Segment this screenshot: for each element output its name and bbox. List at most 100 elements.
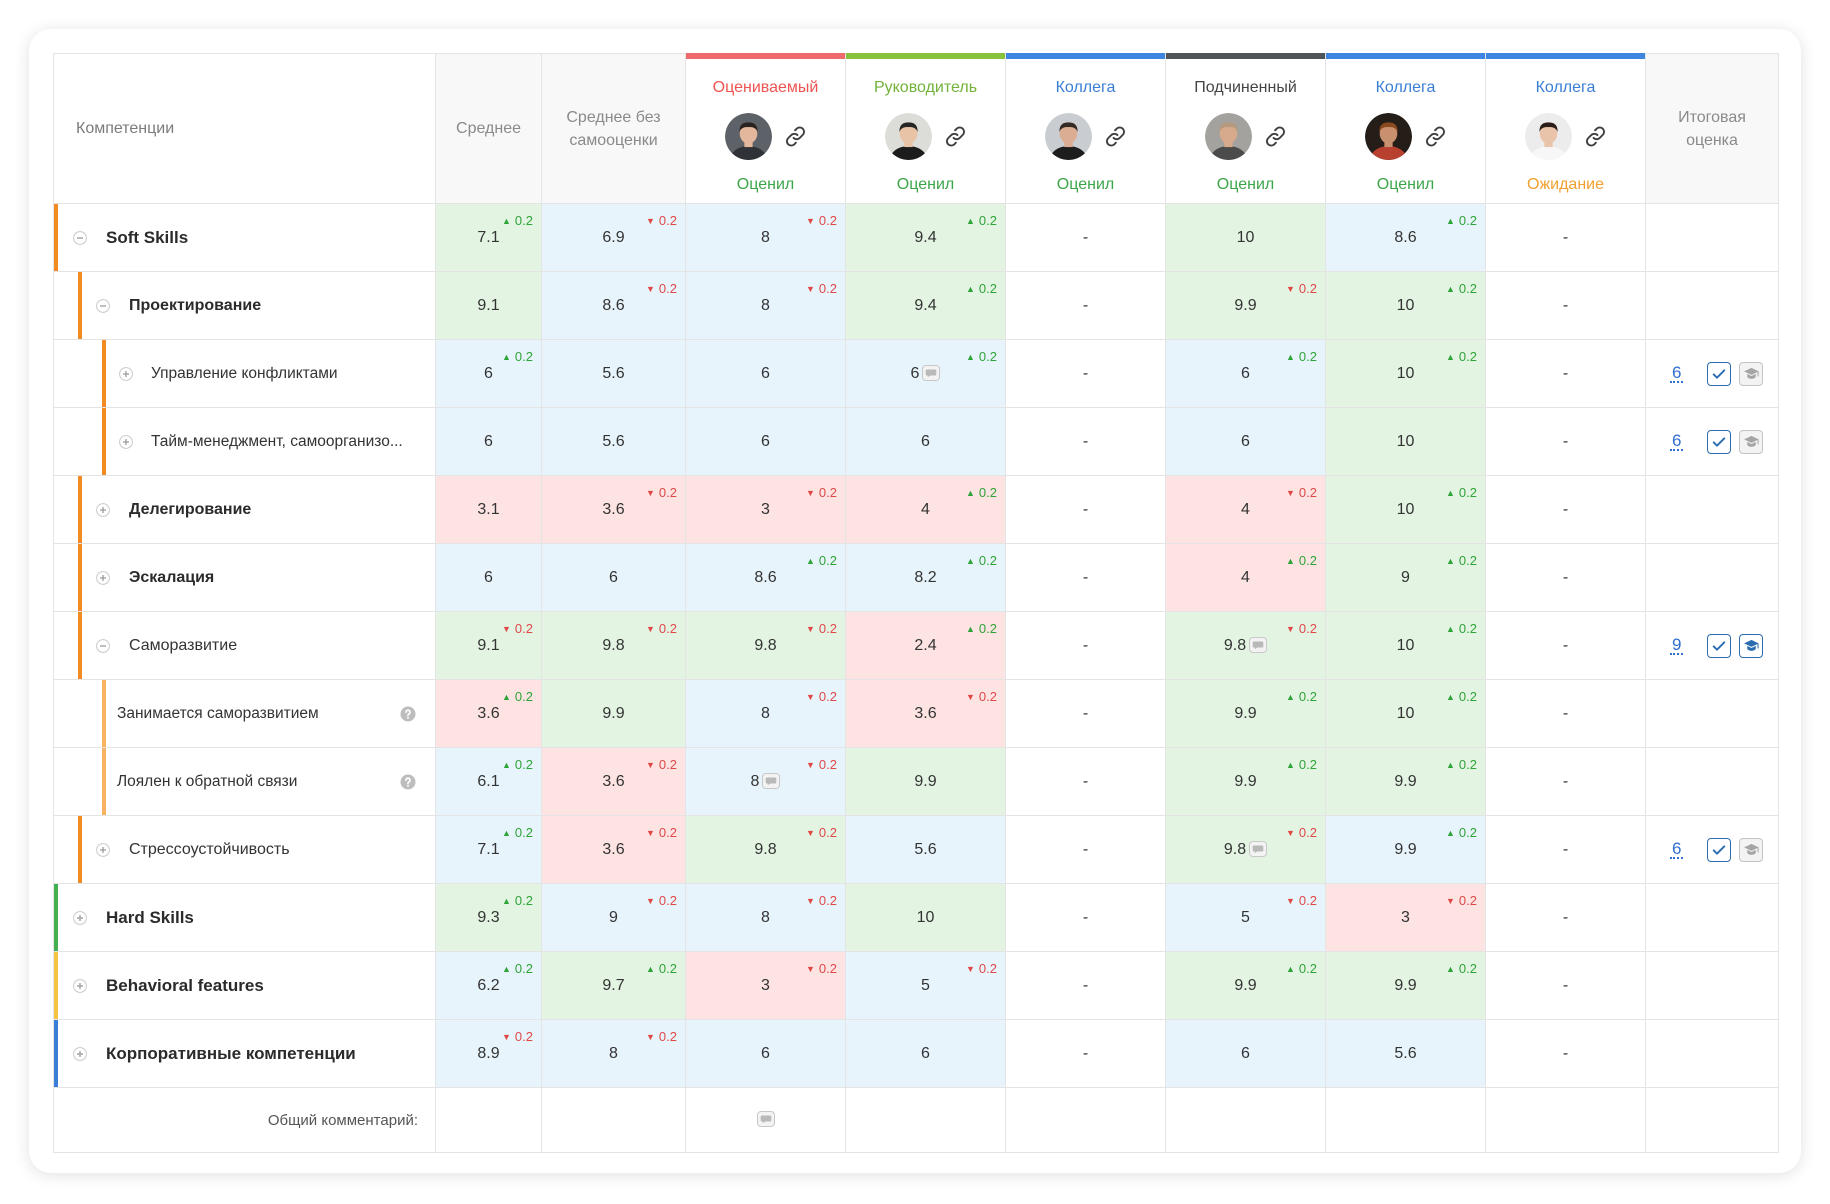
- competency-label[interactable]: Саморазвитие: [129, 636, 238, 654]
- competency-name-cell: Управление конфликтами: [53, 339, 436, 408]
- score-cell-content: 3.1: [436, 476, 541, 543]
- competency-label[interactable]: Тайм-менеджмент, самоорганизо...: [151, 432, 403, 450]
- copy-link-icon[interactable]: [1264, 125, 1287, 148]
- competency-label[interactable]: Проектирование: [129, 296, 262, 314]
- delta-up-icon: ▲: [502, 692, 511, 702]
- expand-toggle-icon[interactable]: [73, 1046, 87, 1061]
- competency-label[interactable]: Делегирование: [129, 500, 252, 518]
- final-score-cell: [1645, 475, 1779, 544]
- final-score-link[interactable]: 6: [1670, 363, 1684, 383]
- delta-badge: ▲ 0.2: [1286, 758, 1317, 772]
- training-graduation-button[interactable]: [1739, 429, 1764, 454]
- delta-value: 0.2: [978, 553, 997, 568]
- training-graduation-button[interactable]: [1739, 361, 1764, 386]
- evaluator-role-label: Подчиненный: [1194, 79, 1297, 96]
- copy-link-icon[interactable]: [1424, 125, 1447, 148]
- score-cell: 8 ▼ 0.2: [685, 271, 846, 340]
- final-score-link[interactable]: 9: [1670, 635, 1684, 655]
- score-cell: 8.6 ▼ 0.2: [541, 271, 686, 340]
- final-score-link[interactable]: 6: [1670, 839, 1684, 859]
- expand-toggle-icon[interactable]: [96, 570, 110, 585]
- score-cell-content: 6: [436, 544, 541, 611]
- competency-label[interactable]: Лоялен к обратной связи: [117, 772, 298, 790]
- comment-icon[interactable]: [756, 1111, 775, 1127]
- comment-icon[interactable]: [762, 772, 781, 789]
- expand-toggle-icon[interactable]: [73, 978, 87, 993]
- evaluator-avatar-row: [1006, 113, 1165, 160]
- score-cell: -: [1485, 543, 1646, 612]
- score-value: 6: [1241, 364, 1250, 382]
- approve-check-button[interactable]: [1707, 837, 1732, 862]
- delta-value: 0.2: [1458, 689, 1477, 704]
- delta-value: 0.2: [1298, 689, 1317, 704]
- expand-toggle-icon[interactable]: [96, 502, 110, 517]
- delta-value: 0.2: [978, 961, 997, 976]
- delta-badge: ▼ 0.2: [806, 758, 837, 772]
- comment-icon[interactable]: [1249, 840, 1268, 857]
- copy-link-icon[interactable]: [1584, 125, 1607, 148]
- comment-icon[interactable]: [922, 364, 941, 381]
- copy-link-icon[interactable]: [784, 125, 807, 148]
- score-cell-content: -: [1006, 952, 1165, 1019]
- score-cell-content: 2.4 ▲ 0.2: [846, 612, 1005, 679]
- approve-check-button[interactable]: [1707, 633, 1732, 658]
- delta-value: 0.2: [1298, 961, 1317, 976]
- delta-up-icon: ▲: [1446, 216, 1455, 226]
- collapse-toggle-icon[interactable]: [96, 638, 110, 653]
- competency-label[interactable]: Стрессоустойчивость: [129, 840, 290, 858]
- delta-badge: ▼ 0.2: [806, 486, 837, 500]
- score-value: 2.4: [914, 636, 937, 654]
- help-icon[interactable]: [400, 774, 416, 790]
- level-indicator-bar: [102, 340, 106, 407]
- score-cell: 10: [1325, 407, 1486, 476]
- delta-down-icon: ▼: [806, 964, 815, 974]
- final-score-link[interactable]: 6: [1670, 431, 1684, 451]
- expand-toggle-icon[interactable]: [119, 434, 133, 449]
- score-cell: 10 ▲ 0.2: [1325, 271, 1486, 340]
- approve-check-button[interactable]: [1707, 361, 1732, 386]
- score-cell: -: [1005, 611, 1166, 680]
- final-score-cell: [1645, 1019, 1779, 1088]
- delta-value: 0.2: [1458, 621, 1477, 636]
- expand-toggle-icon[interactable]: [96, 842, 110, 857]
- score-cell: -: [1005, 815, 1166, 884]
- score-value: 6: [921, 432, 930, 450]
- copy-link-icon[interactable]: [944, 125, 967, 148]
- score-cell-content: 9.8 ▼ 0.2: [686, 816, 845, 883]
- delta-value: 0.2: [514, 349, 533, 364]
- competency-label[interactable]: Эскалация: [129, 568, 215, 586]
- delta-value: 0.2: [658, 961, 677, 976]
- delta-up-icon: ▲: [502, 896, 511, 906]
- score-value: -: [1562, 636, 1569, 654]
- competency-label[interactable]: Корпоративные компетенции: [106, 1043, 356, 1063]
- score-cell-content: 6: [846, 1020, 1005, 1087]
- score-cell-content: 6.2 ▲ 0.2: [436, 952, 541, 1019]
- score-value: -: [1562, 364, 1569, 382]
- training-graduation-button[interactable]: [1739, 837, 1764, 862]
- training-graduation-button[interactable]: [1739, 633, 1764, 658]
- competency-label[interactable]: Занимается саморазвитием: [117, 704, 319, 722]
- competency-label[interactable]: Hard Skills: [106, 907, 194, 927]
- delta-up-icon: ▲: [502, 216, 511, 226]
- expand-toggle-icon[interactable]: [73, 910, 87, 925]
- column-header-average-no-self[interactable]: Среднее без самооценки: [541, 53, 686, 204]
- comment-icon[interactable]: [1249, 636, 1268, 653]
- collapse-toggle-icon[interactable]: [73, 230, 87, 245]
- collapse-toggle-icon[interactable]: [96, 298, 110, 313]
- competency-label[interactable]: Управление конфликтами: [151, 364, 338, 382]
- score-cell-content: 10 ▲ 0.2: [1326, 340, 1485, 407]
- copy-link-icon[interactable]: [1104, 125, 1127, 148]
- delta-up-icon: ▲: [1446, 624, 1455, 634]
- competency-label[interactable]: Behavioral features: [106, 975, 264, 995]
- competency-label[interactable]: Soft Skills: [106, 227, 189, 247]
- delta-badge: ▲ 0.2: [1446, 486, 1477, 500]
- help-icon[interactable]: [400, 706, 416, 722]
- score-cell: 6 ▲ 0.2: [435, 339, 542, 408]
- expand-toggle-icon[interactable]: [119, 366, 133, 381]
- approve-check-button[interactable]: [1707, 429, 1732, 454]
- score-value: -: [1082, 704, 1089, 722]
- delta-down-icon: ▼: [806, 488, 815, 498]
- score-value: -: [1562, 908, 1569, 926]
- column-header-average[interactable]: Среднее: [435, 53, 542, 204]
- delta-up-icon: ▲: [502, 964, 511, 974]
